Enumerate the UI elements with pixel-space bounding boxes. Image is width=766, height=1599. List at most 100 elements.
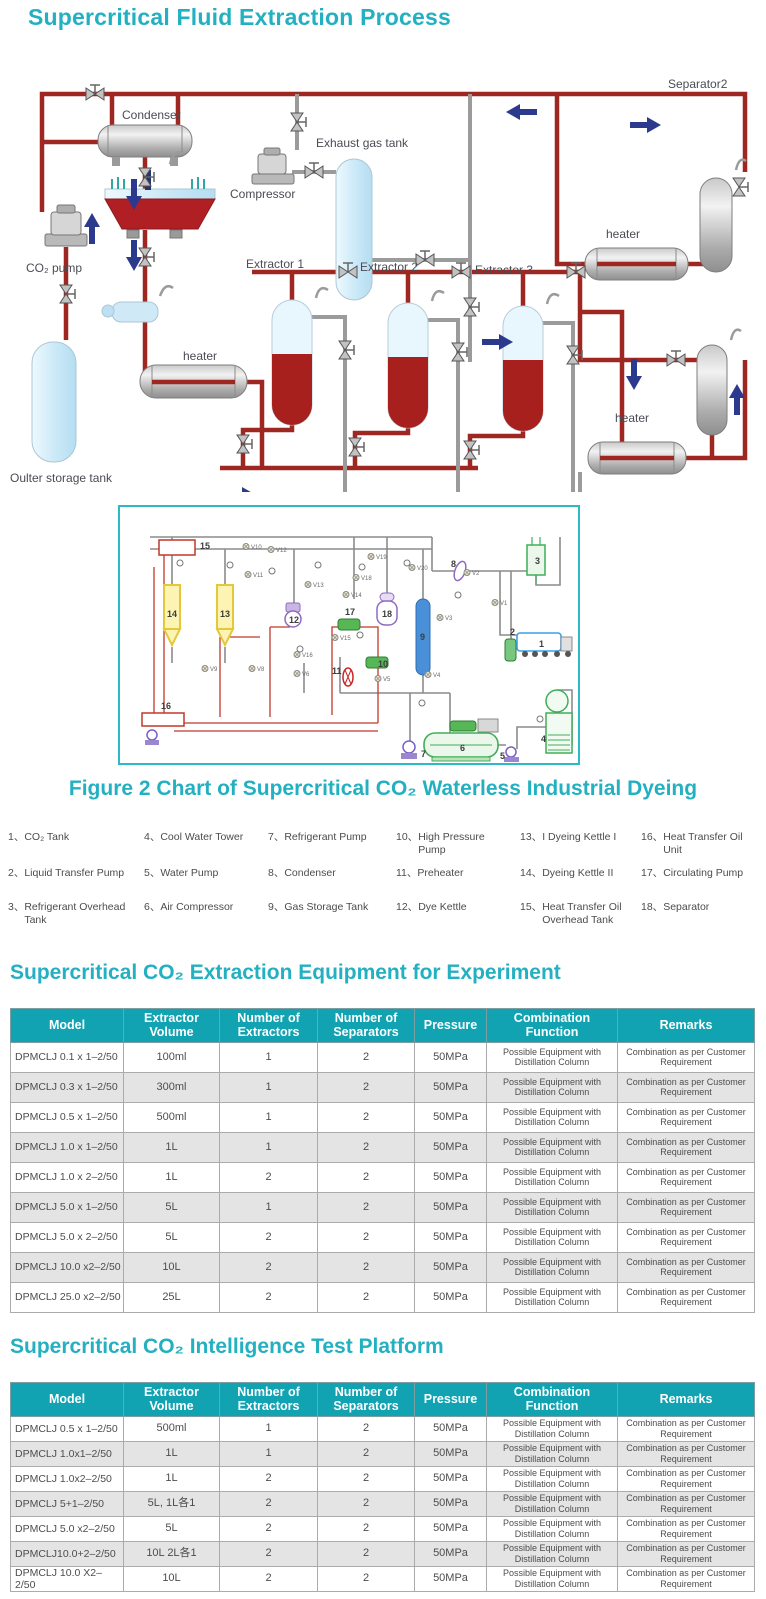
heater-left-vessel (139, 364, 248, 399)
legend-item-number: 14、 (520, 867, 543, 879)
pid-circulating-pump (337, 618, 361, 631)
process-flow-diagram: Condenser Exhaust gas tank Compressor Se… (10, 77, 749, 492)
pid-preheater (342, 667, 354, 687)
sprayer-icon (101, 285, 174, 323)
section2-heading: Supercritical CO₂ Intelligence Test Plat… (10, 1335, 444, 1358)
pid-component-number: 2 (510, 627, 515, 637)
pid-dyeing-kettles (162, 584, 235, 648)
table-cell: 2 (317, 1161, 415, 1193)
table-cell: DPMCLJ 0.3 x 1–2/50 (10, 1071, 124, 1103)
column-header: Pressure (414, 1382, 487, 1417)
legend-item: 5、 Water Pump (144, 867, 268, 901)
legend-item-label: Circulating Pump (663, 867, 744, 879)
pid-valve-label: V19 (376, 555, 387, 561)
pid-valve-label: V14 (351, 593, 362, 599)
table-row: DPMCLJ 1.0 x 2–2/50 1L 2 2 50MPa Possible Equ… (10, 1161, 755, 1193)
table-cell: DPMCLJ 5.0 x 1–2/50 (10, 1191, 124, 1223)
column-header: Number of Extractors (219, 1382, 318, 1417)
pid-dye-kettle (284, 602, 302, 628)
table-cell: Possible Equipment with Distillation Col… (486, 1251, 618, 1283)
table-cell: 2 (317, 1540, 415, 1567)
legend-item-number: 5、 (144, 867, 161, 879)
legend-item: 12、 Dye Kettle (396, 901, 520, 947)
column-header: Remarks (617, 1382, 755, 1417)
pid-component-number: 16 (161, 701, 171, 711)
pid-gauges (176, 559, 544, 723)
storage-tank-label: Oulter storage tank (10, 471, 113, 485)
legend-item: 7、 Refrigerant Pump (268, 831, 396, 867)
table-row: DPMCLJ 0.3 x 1–2/50 300ml 1 2 50MPa Possible … (10, 1071, 755, 1103)
pid-refrigerant-tank (526, 537, 546, 583)
legend-item-number: 16、 (641, 831, 664, 843)
table-cell: 2 (317, 1415, 415, 1442)
table-cell: DPMCLJ 0.5 x 1–2/50 (10, 1101, 124, 1133)
legend-item-label: I Dyeing Kettle I (542, 831, 617, 843)
table-cell: Combination as per Customer Requirement (617, 1191, 755, 1223)
column-header: Combination Function (486, 1008, 618, 1043)
table-cell: Combination as per Customer Requirement (617, 1440, 755, 1467)
table-cell: 1 (219, 1415, 318, 1442)
table-cell: Possible Equipment with Distillation Col… (486, 1415, 618, 1442)
table-cell: 1L (123, 1131, 220, 1163)
pid-separator (376, 592, 398, 626)
legend-item: 10、 High Pressure Pump (396, 831, 520, 867)
table-row: DPMCLJ 0.1 x 1–2/50 100ml 1 2 50MPa Possible … (10, 1041, 755, 1073)
table-row: DPMCLJ 1.0x1–2/50 1L 1 2 50MPa Possible Equip… (10, 1440, 755, 1467)
separator-lower-vessel (696, 344, 728, 436)
table-row: DPMCLJ 5.0 x2–2/50 5L 2 2 50MPa Possible Equi… (10, 1515, 755, 1542)
table-cell: 2 (219, 1161, 318, 1193)
legend-item-label: CO₂ Tank (24, 831, 70, 843)
table-row: DPMCLJ 0.5 x 1–2/50 500ml 1 2 50MPa Possible … (10, 1101, 755, 1133)
column-header: Model (10, 1382, 124, 1417)
table-cell: 2 (219, 1515, 318, 1542)
table-cell: 2 (317, 1071, 415, 1103)
table-cell: DPMCLJ 10.0 X2–2/50 (10, 1565, 124, 1592)
extractor2-label: Extractor 2 (360, 260, 418, 274)
legend-item: 9、 Gas Storage Tank (268, 901, 396, 947)
column-header: Number of Separators (317, 1382, 415, 1417)
figure2-caption: Figure 2 Chart of Supercritical CO₂ Wate… (68, 777, 698, 800)
pid-valve-label: V20 (417, 566, 428, 572)
pid-diagram: V1 V2 V3 V4 V5 V6 V8 V9 V10 V11 V12 V13 V14 V15 V16 V18… (141, 536, 573, 762)
table-cell: 2 (219, 1490, 318, 1517)
table-cell: 2 (317, 1221, 415, 1253)
column-header: Pressure (414, 1008, 487, 1043)
table-cell: 50MPa (414, 1041, 487, 1073)
column-header: Combination Function (486, 1382, 618, 1417)
table-row: DPMCLJ 5.0 x 1–2/50 5L 1 2 50MPa Possible Equ… (10, 1191, 755, 1223)
table-cell: DPMCLJ 25.0 x2–2/50 (10, 1281, 124, 1313)
pid-component-number: 3 (535, 556, 540, 566)
table-row: DPMCLJ 5.0 x 2–2/50 5L 2 2 50MPa Possible Equ… (10, 1221, 755, 1253)
pid-component-number: 11 (332, 666, 342, 676)
table-cell: 5L, 1L各1 (123, 1490, 220, 1517)
legend-item-number: 12、 (396, 901, 419, 913)
pid-valve-label: V1 (500, 601, 508, 607)
heater-top-right-vessel (584, 247, 689, 281)
legend-item: 14、 Dyeing Kettle II (520, 867, 641, 901)
table-cell: 2 (219, 1221, 318, 1253)
table-cell: Combination as per Customer Requirement (617, 1515, 755, 1542)
pid-valve: V20 (408, 564, 428, 572)
pid-valve-label: V4 (433, 673, 441, 679)
column-header: Extractor Volume (123, 1008, 220, 1043)
pid-component-number: 8 (451, 559, 456, 569)
legend-item-number: 2、 (8, 867, 25, 879)
legend-item-label: Air Compressor (160, 901, 234, 913)
pid-valve: V14 (342, 591, 362, 599)
legend-item-number: 8、 (268, 867, 285, 879)
pid-valve-label: V15 (340, 636, 351, 642)
table-cell: Combination as per Customer Requirement (617, 1281, 755, 1313)
table-cell: 1 (219, 1071, 318, 1103)
table-cell: 10L (123, 1251, 220, 1283)
extractor2-vessel (387, 302, 429, 429)
heater-bottom-right-label: heater (615, 411, 649, 425)
table-cell: DPMCLJ 5.0 x2–2/50 (10, 1515, 124, 1542)
pid-component-number: 10 (378, 659, 388, 669)
table-header-row: Model Extractor Volume Number of Extractor… (10, 1382, 755, 1417)
table-cell: Possible Equipment with Distillation Col… (486, 1540, 618, 1567)
table-cell: Combination as per Customer Requirement (617, 1161, 755, 1193)
table-cell: Possible Equipment with Distillation Col… (486, 1041, 618, 1073)
pid-valve-label: V10 (251, 545, 262, 551)
legend-item: 17、 Circulating Pump (641, 867, 762, 901)
